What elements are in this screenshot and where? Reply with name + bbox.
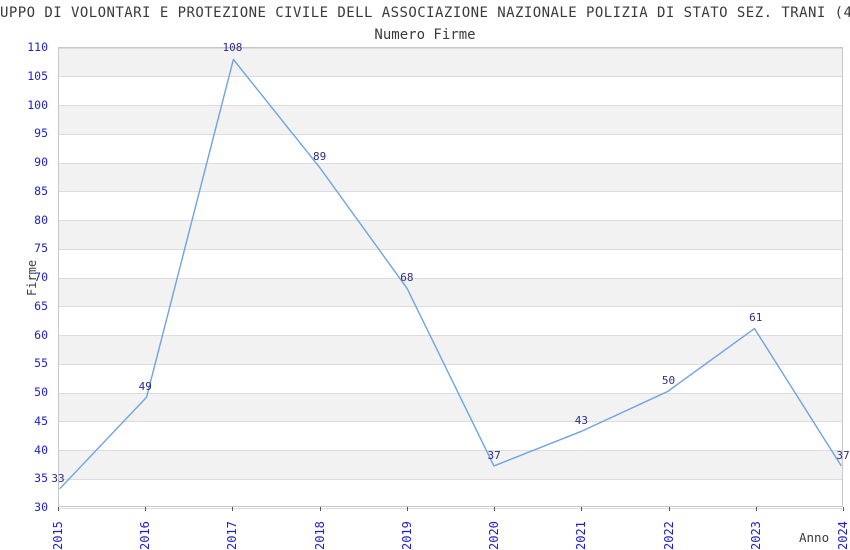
data-point-label: 37 [487,448,501,462]
y-gridline [59,248,842,250]
line-series-path [59,58,842,490]
data-point-label: 61 [749,310,763,324]
y-tick-label: 30 [34,500,48,514]
plot-area [58,47,843,509]
y-tick-label: 55 [34,356,48,371]
y-gridline [59,220,842,221]
x-tick-mark [843,507,844,511]
y-gridline [59,392,842,394]
x-axis-title: Anno [799,530,830,545]
grid-band [59,278,842,307]
x-tick-mark [494,507,496,511]
y-tick-label: 45 [34,413,48,428]
y-tick-label: 75 [34,241,48,256]
x-tick-label: 2023 [748,521,763,550]
y-tick-label: 90 [34,155,48,169]
data-point-label: 50 [661,374,676,387]
data-point-label: 43 [574,414,588,428]
y-tick-label: 35 [34,471,48,486]
grid-band [59,393,842,422]
y-tick-label: 65 [34,298,48,313]
x-tick-mark [58,507,59,511]
x-tick-label: 2021 [574,521,589,550]
x-tick-label: 2024 [836,521,850,550]
x-tick-label: 2017 [225,521,240,550]
y-gridline [59,306,842,308]
grid-band [59,48,842,77]
y-gridline [59,421,842,423]
y-gridline [59,105,842,106]
x-tick-label: 2015 [51,521,65,550]
x-tick-label: 2018 [312,521,327,550]
y-tick-label: 50 [34,385,48,399]
y-tick-label: 105 [27,68,48,83]
chart-title: UPPO DI VOLONTARI E PROTEZIONE CIVILE DE… [0,5,850,21]
x-tick-mark [319,507,321,511]
y-gridline [59,335,842,336]
y-tick-label: 85 [34,183,48,198]
y-tick-label: 110 [27,40,48,54]
y-tick-label: 80 [34,212,48,227]
x-tick-mark [406,507,408,511]
data-point-label: 108 [222,40,243,54]
y-tick-label: 95 [34,126,48,141]
x-tick-label: 2016 [138,521,153,550]
grid-band [59,450,842,480]
x-tick-label: 2019 [399,521,414,550]
data-point-label: 33 [51,471,65,485]
grid-band [59,163,842,192]
data-point-label: 68 [400,270,414,284]
y-gridline [59,162,842,164]
y-tick-label: 100 [27,97,48,112]
y-tick-label: 40 [34,442,48,457]
x-tick-mark [755,507,757,511]
chart-subtitle: Numero Firme [374,27,476,43]
y-gridline [59,450,842,451]
y-gridline [59,507,842,509]
x-tick-label: 2020 [487,521,502,550]
data-point-label: 49 [138,379,152,393]
y-gridline [59,363,842,365]
grid-band [59,220,842,250]
y-gridline [59,47,842,49]
x-tick-mark [581,507,583,511]
y-gridline [59,191,842,193]
y-gridline [59,277,842,279]
y-gridline [59,478,842,480]
line-series [59,58,842,490]
y-gridline [59,76,842,78]
x-tick-label: 2022 [661,521,676,550]
data-point-label: 37 [836,448,850,462]
x-tick-mark [668,507,670,511]
y-tick-label: 70 [34,270,48,284]
y-gridline [59,133,842,135]
grid-band [59,105,842,135]
y-tick-label: 60 [34,327,48,342]
x-tick-mark [232,507,234,511]
x-tick-mark [145,507,147,511]
data-point-label: 89 [313,149,327,163]
